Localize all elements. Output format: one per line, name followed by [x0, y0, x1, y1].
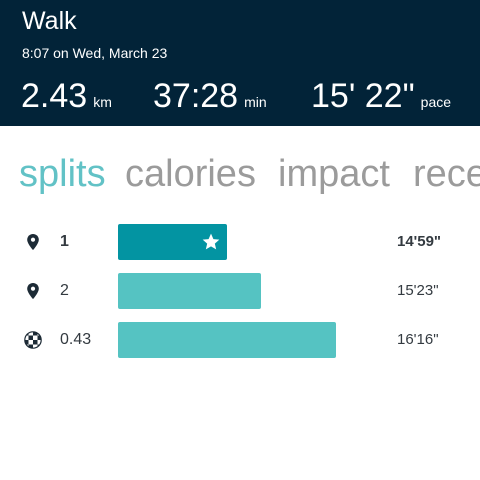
activity-title: Walk	[22, 7, 77, 35]
split-bar	[118, 322, 336, 358]
duration-unit: min	[244, 94, 267, 110]
duration-value: 37:28	[153, 77, 239, 115]
pace-unit: pace	[420, 94, 452, 110]
split-row[interactable]: 0.43 16'16"	[0, 322, 480, 358]
distance-stat: 2.43 km	[21, 76, 112, 116]
split-label: 2	[60, 282, 69, 299]
distance-unit: km	[93, 94, 112, 110]
location-pin-icon	[27, 234, 39, 250]
split-pace: 15'23"	[397, 282, 439, 299]
tab-impact[interactable]: impact	[278, 153, 390, 195]
split-label: 1	[60, 233, 69, 250]
activity-header: Walk 8:07 on Wed, March 23 2.43 km 37:28 m…	[0, 0, 480, 126]
activity-datetime: 8:07 on Wed, March 23	[22, 45, 168, 61]
metric-tabs: splits calories impact rece	[0, 150, 480, 198]
split-row[interactable]: 1 14'59"	[0, 224, 480, 260]
star-icon	[202, 233, 220, 250]
split-label: 0.43	[60, 331, 92, 348]
pace-stat: 15' 22" pace	[311, 76, 451, 116]
duration-stat: 37:28 min	[153, 76, 267, 116]
tab-recent[interactable]: rece	[413, 153, 480, 195]
location-pin-icon	[27, 283, 39, 299]
split-bar	[118, 224, 227, 260]
split-row[interactable]: 2 15'23"	[0, 273, 480, 309]
split-pace: 14'59"	[397, 233, 442, 250]
distance-value: 2.43	[21, 77, 88, 115]
split-pace: 16'16"	[397, 331, 439, 348]
split-bar	[118, 273, 261, 309]
tab-splits[interactable]: splits	[19, 153, 106, 195]
tab-calories[interactable]: calories	[125, 153, 256, 195]
checkered-flag-icon	[24, 331, 42, 349]
pace-value: 15' 22"	[311, 77, 415, 115]
